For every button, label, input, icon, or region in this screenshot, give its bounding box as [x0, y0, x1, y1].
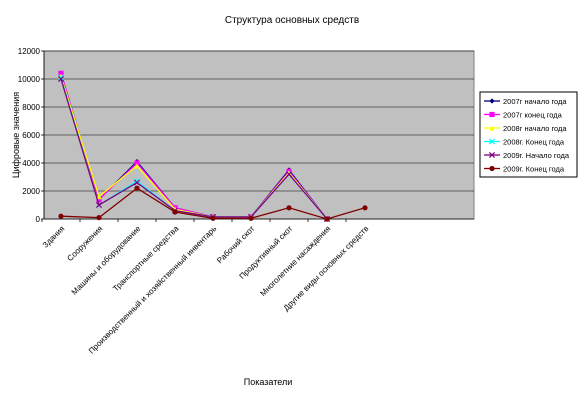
data-point: [57, 75, 65, 83]
legend-label: 2007г конец года: [503, 111, 563, 120]
legend-entry: 2008г. Конец года: [484, 138, 565, 147]
legend-box: [479, 91, 578, 178]
data-point: [285, 171, 293, 178]
y-tick-label: 12000: [18, 47, 41, 56]
series-line: [58, 185, 368, 222]
series-path: [60, 73, 328, 220]
legend-label: 2008г. Конец года: [503, 138, 565, 147]
data-point: [172, 209, 178, 215]
y-axis-label: Цифровые значения: [11, 92, 21, 178]
y-tick-label: 8000: [22, 103, 40, 112]
legend-entry: 2008г начало года: [484, 124, 567, 133]
legend-label: 2007г начало года: [503, 97, 567, 106]
legend-entry: 2007г конец года: [484, 111, 563, 120]
data-point: [286, 205, 292, 211]
legend-label: 2009г. Конец года: [503, 165, 565, 174]
gridlines: [44, 50, 474, 192]
data-point: [133, 179, 141, 186]
series-group: [57, 70, 368, 223]
legend-label: 2009г. Начало года: [503, 151, 570, 160]
data-point: [489, 111, 495, 118]
data-point: [134, 160, 140, 166]
y-tick-label: 6000: [22, 131, 40, 140]
data-point: [95, 201, 103, 209]
x-tick-label: Транспортные средства: [111, 224, 181, 294]
chart-title: Структура основных средств: [225, 15, 359, 26]
legend-label: 2008г начало года: [503, 124, 567, 133]
y-tick-label: 0: [36, 215, 41, 224]
y-tick-label: 10000: [18, 75, 41, 84]
data-point: [134, 163, 140, 169]
data-point: [134, 185, 140, 191]
data-point: [58, 70, 64, 76]
data-point: [489, 98, 495, 104]
series-path: [60, 78, 328, 220]
data-point: [489, 125, 495, 131]
data-point: [488, 151, 496, 159]
data-point: [96, 196, 102, 202]
y-axis: 0 2000 4000 6000 8000 10000 12000: [18, 47, 45, 224]
data-point: [488, 138, 496, 145]
x-tick-label: Многолетние насаждения: [258, 224, 332, 298]
data-point: [96, 194, 102, 200]
data-point: [248, 215, 254, 221]
x-tick-label: Сооружения: [65, 224, 104, 263]
legend-entry: 2009г. Начало года: [484, 151, 570, 160]
data-point: [489, 165, 495, 172]
data-point: [286, 170, 292, 176]
legend-entry: 2009г. Конец года: [484, 165, 565, 174]
data-point: [210, 215, 216, 221]
x-axis-label: Показатели: [244, 377, 292, 387]
x-tick-label: Здания: [41, 224, 67, 250]
series-path: [60, 76, 328, 220]
x-tick-label: Производственный и хозяйственный инвента…: [87, 224, 219, 356]
legend-entry: 2007г начало года: [484, 97, 567, 106]
data-point: [96, 215, 102, 221]
x-tick-label: Машины и оборудование: [70, 224, 143, 297]
data-point: [324, 216, 330, 222]
data-point: [362, 205, 368, 211]
data-point: [58, 213, 64, 219]
x-tick-label: Другие виды основных средств: [282, 224, 371, 313]
y-tick-label: 2000: [22, 187, 40, 196]
x-tick-label: Рабочий скот: [215, 224, 256, 265]
y-tick-label: 4000: [22, 159, 40, 168]
data-point: [57, 74, 65, 81]
legend: 2007г начало года 2007г конец года 2008г н…: [479, 91, 578, 178]
